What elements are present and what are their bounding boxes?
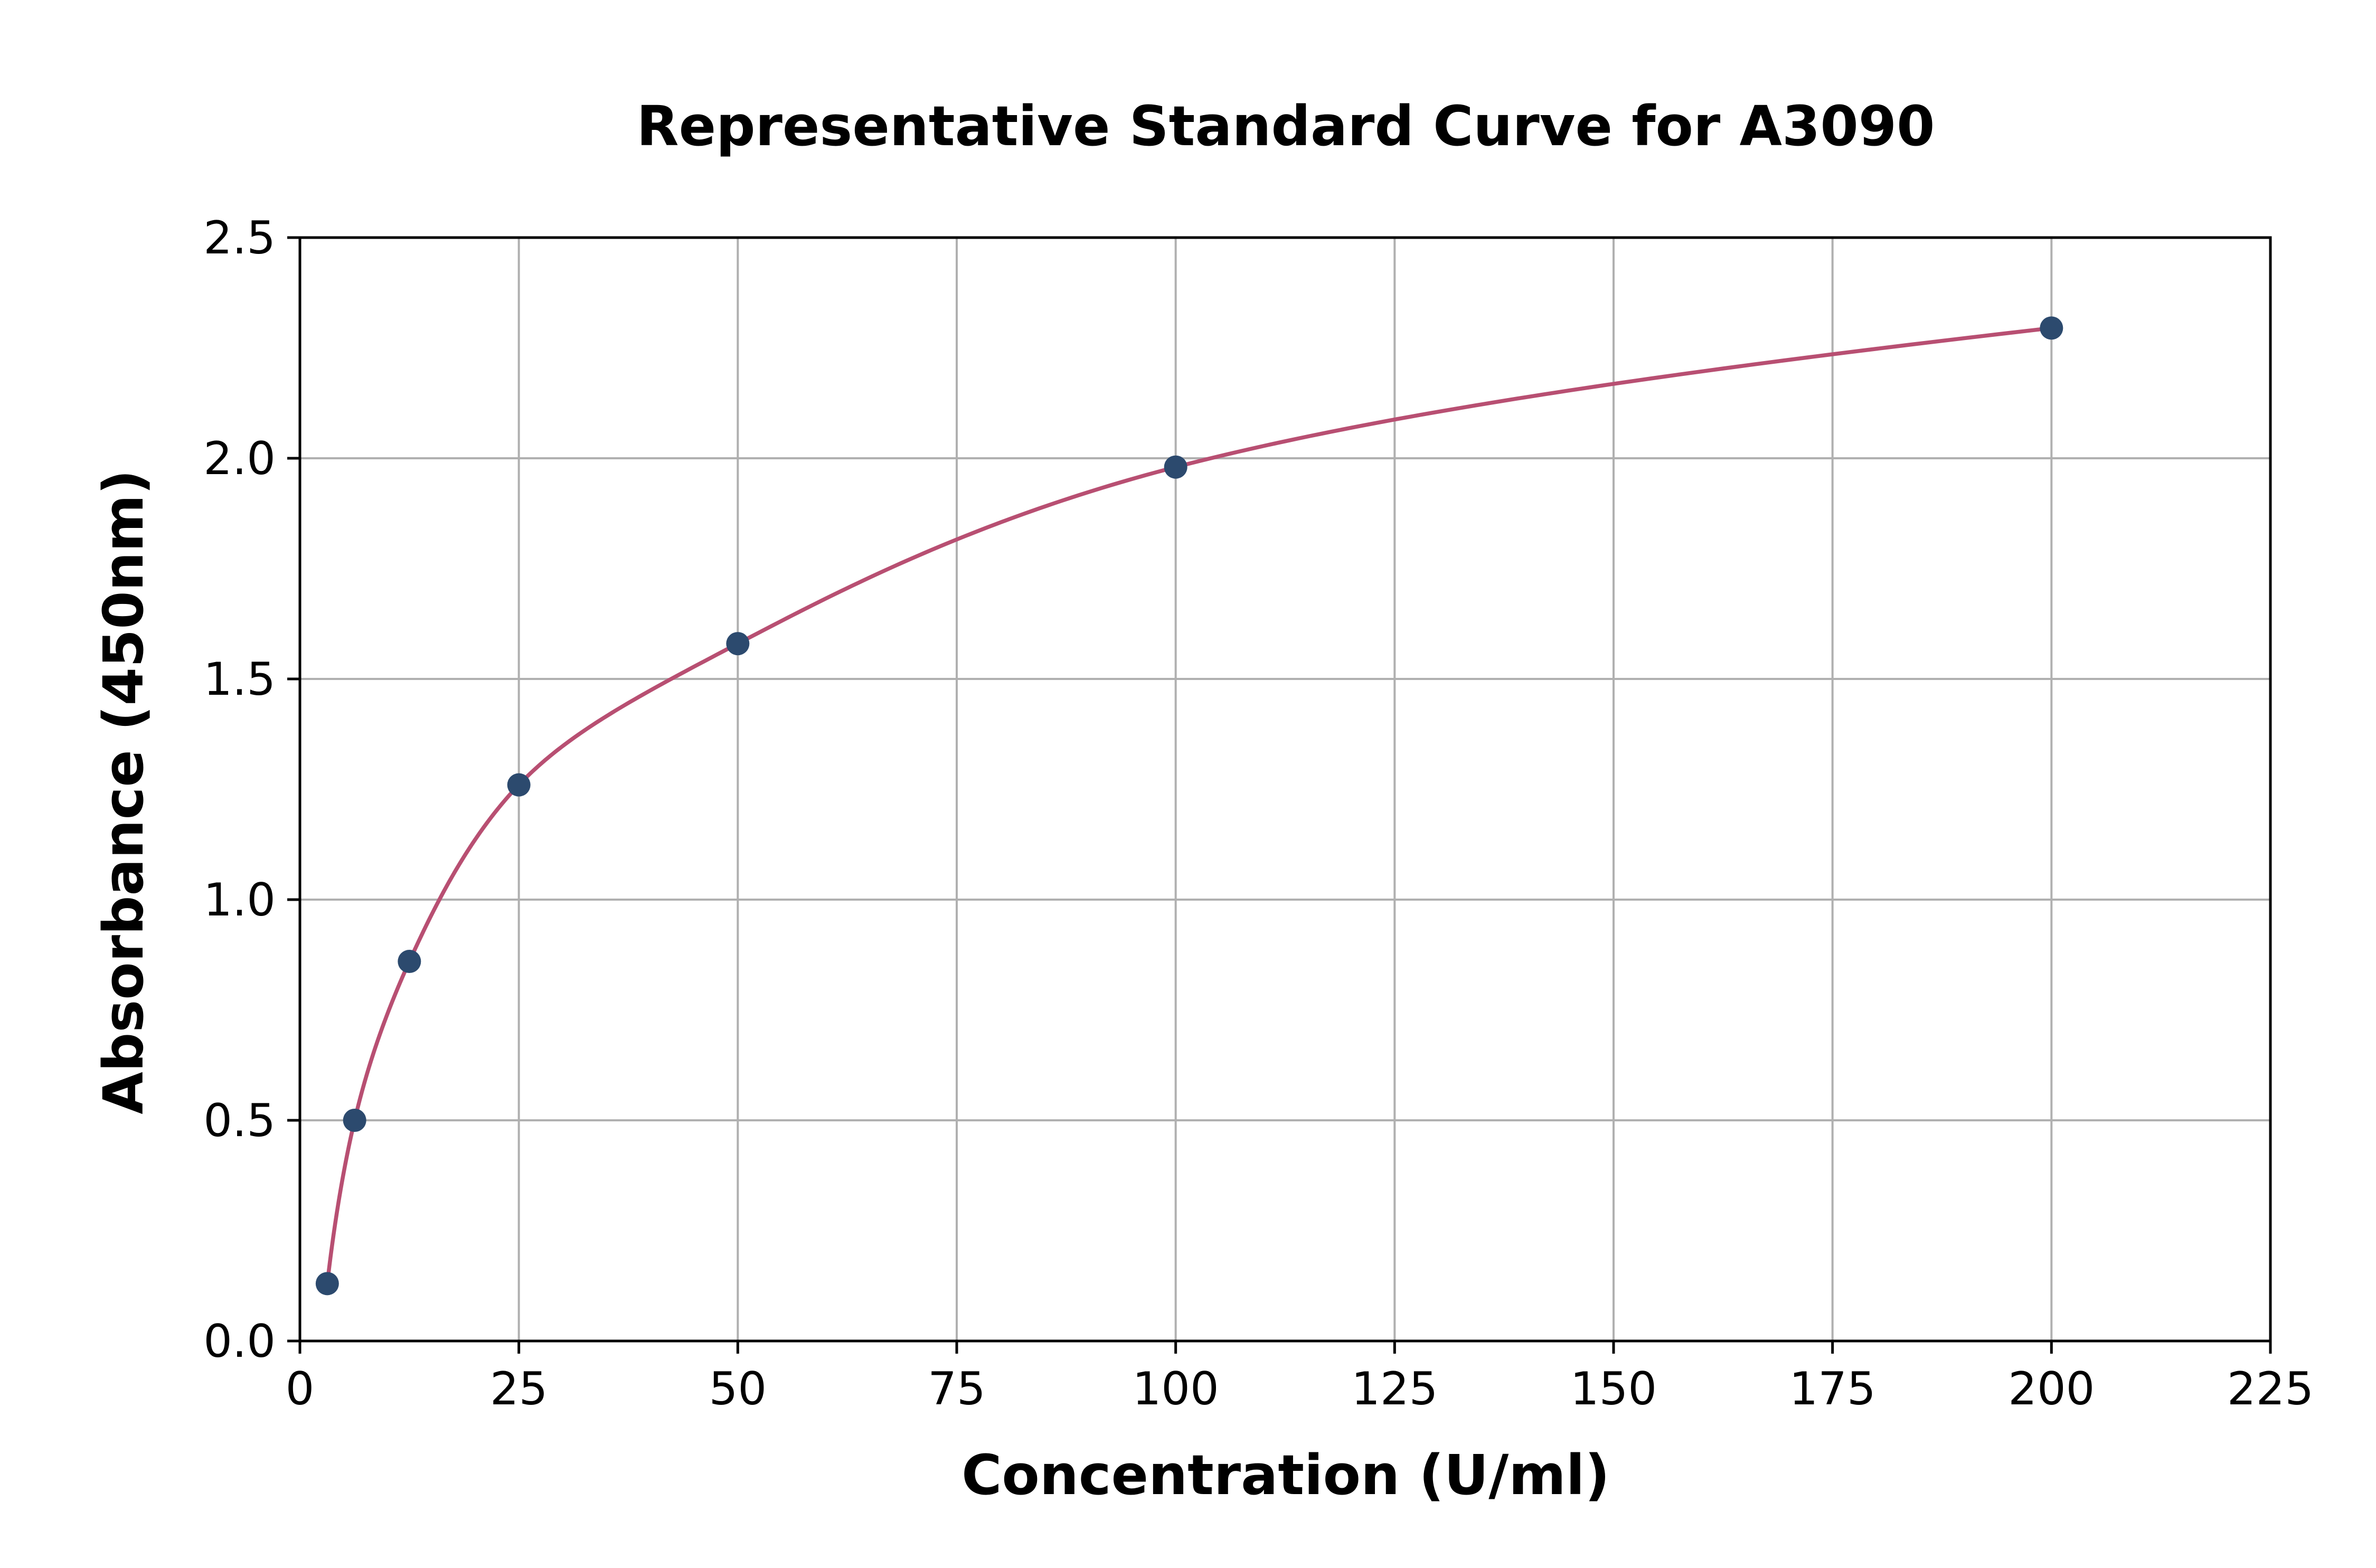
x-tick-labels: 0 25 50 75 100 125 150 175 200 225: [286, 1363, 2314, 1415]
y-axis-label: Absorbance (450nm): [91, 469, 156, 1114]
x-tick-label: 225: [2227, 1363, 2314, 1415]
data-point: [1164, 455, 1187, 479]
data-point: [726, 632, 750, 656]
y-tick-label: 0.5: [203, 1094, 276, 1147]
x-tick-label: 0: [286, 1363, 315, 1415]
data-point: [315, 1272, 339, 1296]
x-tick-label: 100: [1133, 1363, 1219, 1415]
data-point: [507, 773, 531, 797]
axis-ticks: [287, 236, 2272, 1354]
x-tick-label: 200: [2008, 1363, 2095, 1415]
x-tick-label: 75: [928, 1363, 985, 1415]
chart-title: Representative Standard Curve for A3090: [637, 94, 1935, 158]
y-tick-labels: 0.0 0.5 1.0 1.5 2.0 2.5: [203, 212, 276, 1368]
data-point: [343, 1109, 366, 1132]
y-tick-label: 1.0: [203, 874, 276, 927]
data-points: [315, 316, 2063, 1296]
y-tick-label: 1.5: [203, 653, 276, 706]
x-tick-label: 150: [1570, 1363, 1657, 1415]
x-tick-label: 50: [709, 1363, 767, 1415]
y-tick-label: 0.0: [203, 1315, 276, 1368]
x-axis-label: Concentration (U/ml): [961, 1443, 1610, 1507]
data-point: [398, 950, 421, 974]
x-tick-label: 125: [1351, 1363, 1438, 1415]
x-tick-label: 175: [1789, 1363, 1876, 1415]
x-tick-label: 25: [490, 1363, 548, 1415]
y-tick-label: 2.0: [203, 432, 276, 485]
data-point: [2040, 316, 2063, 340]
plot-frame: [298, 236, 2272, 1343]
y-tick-label: 2.5: [203, 212, 276, 265]
